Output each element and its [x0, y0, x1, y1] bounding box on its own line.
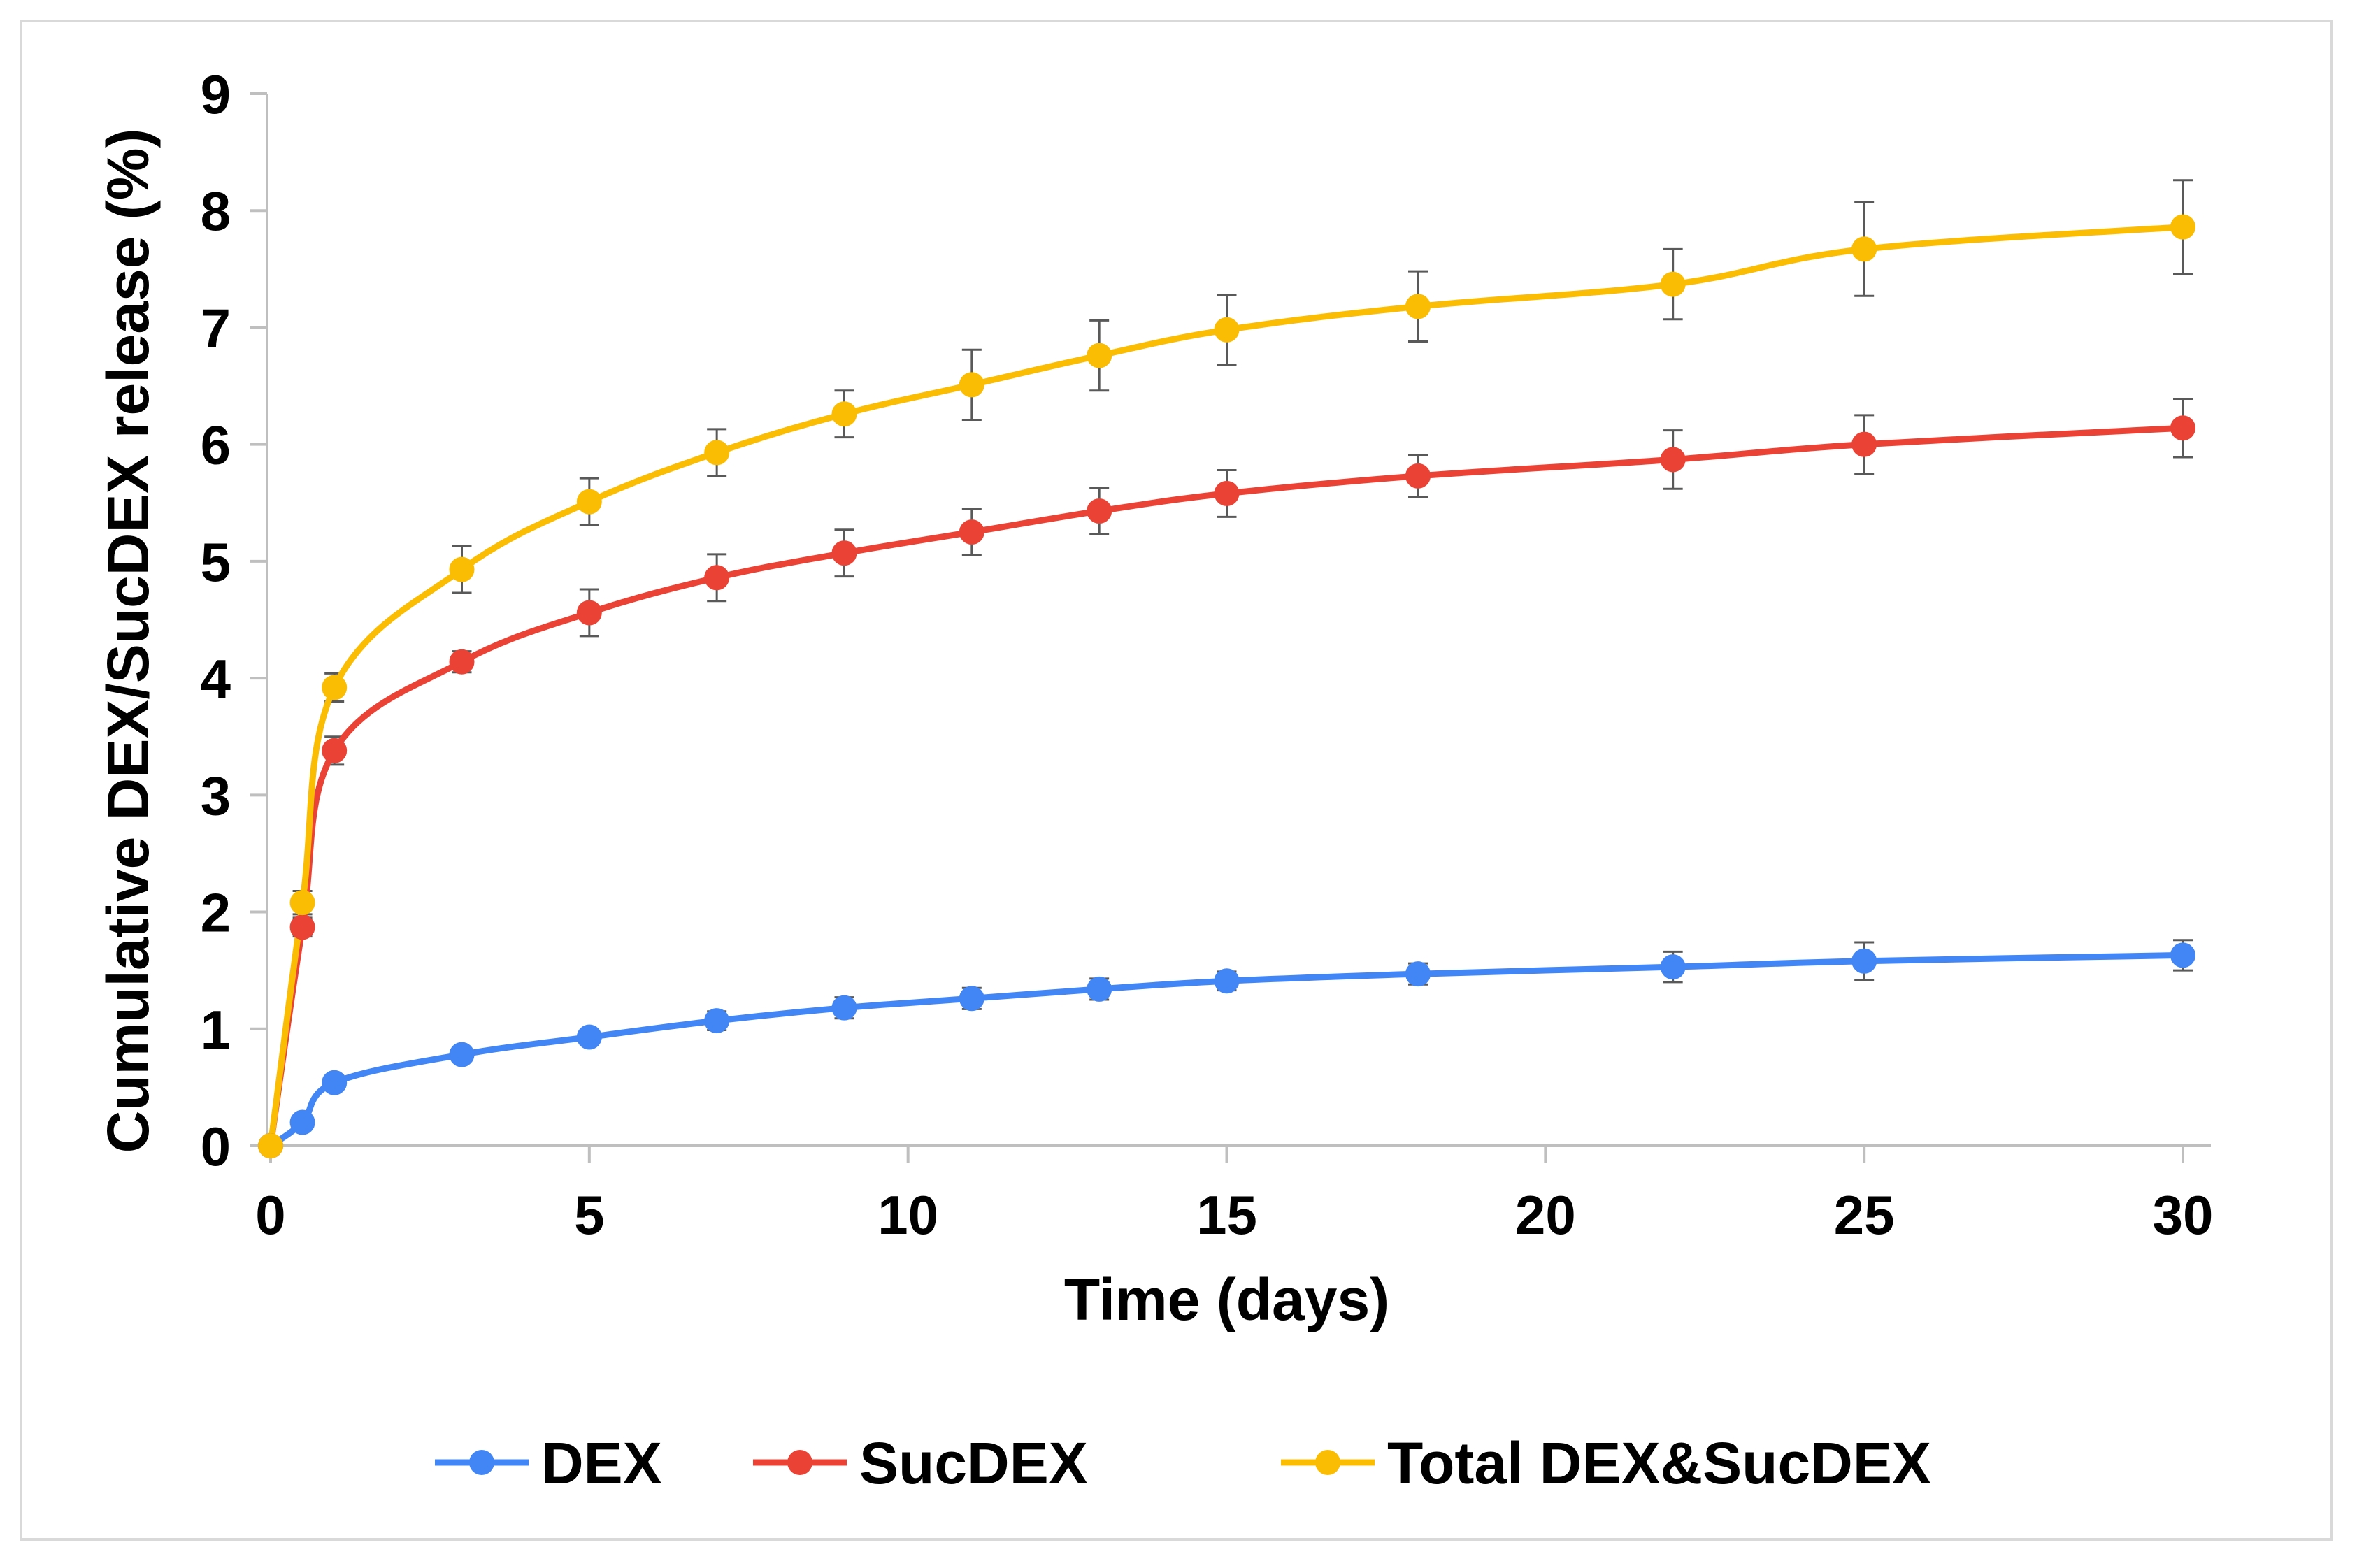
- total-dex-sucdex-point: [704, 440, 730, 466]
- dex-point: [831, 995, 857, 1021]
- sucdex-point: [1087, 498, 1112, 524]
- axes: 0 1 2 3 4 5 6 7 8 9 0 5 10 15 20 25 30: [201, 64, 2214, 1246]
- y-tick-label: 7: [201, 297, 231, 359]
- total-dex-sucdex-point: [1851, 236, 1877, 262]
- y-tick-label: 6: [201, 415, 231, 476]
- dex-legend-label: DEX: [541, 1430, 662, 1496]
- x-tick-label: 25: [1834, 1184, 1895, 1246]
- y-tick-label: 4: [201, 648, 231, 710]
- sucdex-point: [831, 540, 857, 566]
- total-dex-sucdex-point: [449, 556, 475, 582]
- y-tick-label: 1: [201, 999, 231, 1060]
- sucdex-point: [1214, 480, 1240, 506]
- error-bars: [292, 179, 2193, 1128]
- sucdex-point: [1660, 447, 1686, 473]
- total-dex-sucdex-point: [959, 372, 984, 398]
- y-tick-label: 5: [201, 531, 231, 593]
- total-dex-sucdex-point: [1660, 271, 1686, 297]
- total-dex-sucdex-legend-swatch-marker: [1315, 1450, 1340, 1475]
- total-dex-sucdex-legend-label: Total DEX&SucDEX: [1387, 1430, 1931, 1496]
- total-dex-sucdex-point: [576, 489, 602, 515]
- dex-point: [2170, 942, 2195, 968]
- sucdex-legend-swatch-marker: [787, 1450, 812, 1475]
- total-dex-sucdex-point: [1087, 343, 1112, 368]
- sucdex-point: [289, 914, 315, 940]
- x-tick-label: 0: [255, 1184, 285, 1246]
- total-dex-sucdex-point: [289, 890, 315, 916]
- x-tick-label: 5: [574, 1184, 604, 1246]
- sucdex-point: [1405, 463, 1431, 489]
- total-dex-sucdex-point: [258, 1133, 283, 1158]
- line-chart: 0 1 2 3 4 5 6 7 8 9 0 5 10 15 20 25 30 Time (days) Cumul…: [95, 64, 2214, 1496]
- dex-point: [449, 1042, 475, 1067]
- x-tick-label: 10: [877, 1184, 938, 1246]
- series-points: [258, 214, 2195, 1158]
- x-tick-label: 30: [2153, 1184, 2214, 1246]
- total-dex-sucdex-point: [2170, 214, 2195, 240]
- total-dex-sucdex-point: [322, 675, 348, 700]
- y-tick-label: 8: [201, 180, 231, 242]
- dex-point: [1087, 976, 1112, 1002]
- dex-point: [576, 1024, 602, 1050]
- x-tick-label: 15: [1196, 1184, 1257, 1246]
- legend: DEX SucDEX Total DEX&SucDEX: [435, 1430, 1931, 1496]
- dex-point: [1405, 961, 1431, 987]
- dex-point: [704, 1008, 730, 1034]
- dex-point: [959, 986, 984, 1012]
- x-tick-label: 20: [1515, 1184, 1576, 1246]
- sucdex-point: [576, 600, 602, 626]
- sucdex-legend-label: SucDEX: [859, 1430, 1088, 1496]
- y-tick-label: 0: [201, 1116, 231, 1177]
- dex-point: [1214, 968, 1240, 994]
- dex-point: [289, 1109, 315, 1135]
- total-dex-sucdex-point: [831, 401, 857, 427]
- y-tick-label: 3: [201, 765, 231, 826]
- sucdex-point: [704, 565, 730, 591]
- dex-point: [1660, 954, 1686, 980]
- y-tick-label: 9: [201, 64, 231, 125]
- y-axis-title: Cumulative DEX/SucDEX release (%): [95, 129, 161, 1153]
- sucdex-point: [2170, 415, 2195, 441]
- total-dex-sucdex-point: [1214, 317, 1240, 343]
- dex-point: [322, 1070, 348, 1095]
- sucdex-point: [449, 649, 475, 675]
- chart-frame: 0 1 2 3 4 5 6 7 8 9 0 5 10 15 20 25 30 Time (days) Cumul…: [20, 20, 2333, 1541]
- dex-point: [1851, 948, 1877, 974]
- sucdex-point: [1851, 431, 1877, 457]
- sucdex-point: [959, 519, 984, 545]
- dex-legend-swatch-marker: [469, 1450, 494, 1475]
- y-tick-label: 2: [201, 882, 231, 944]
- sucdex-point: [322, 738, 348, 763]
- x-axis-title: Time (days): [1064, 1267, 1389, 1332]
- total-dex-sucdex-point: [1405, 294, 1431, 319]
